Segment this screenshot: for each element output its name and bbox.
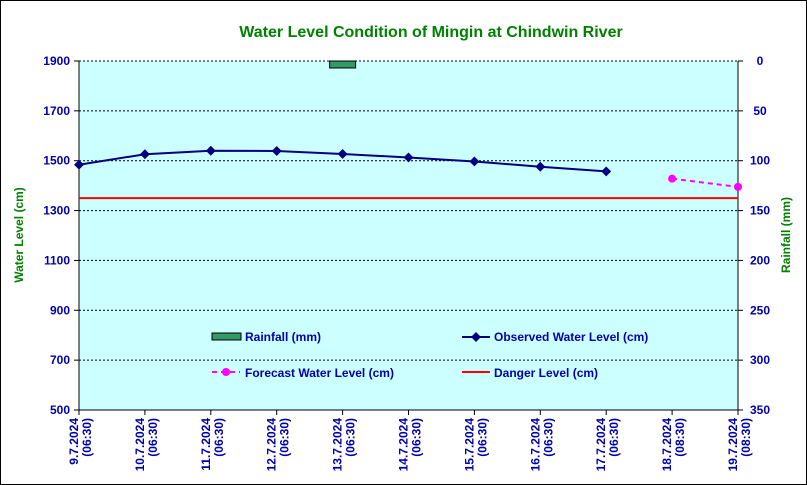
y2-tick-label: 0 — [757, 54, 764, 68]
observed-point — [337, 149, 348, 159]
forecast-point — [734, 182, 742, 191]
x-tick-label: 10.7.2024(06:30) — [133, 418, 160, 472]
x-tick-label: 12.7.2024(06:30) — [265, 418, 292, 472]
legend-danger-label: Danger Level (cm) — [494, 366, 598, 380]
y-tick-label: 1700 — [43, 104, 70, 118]
legend-observed-marker — [471, 332, 481, 342]
observed-point — [139, 149, 150, 160]
y-tick-label: 1900 — [43, 54, 70, 68]
x-tick-label: 19.7.2024(08:30) — [726, 418, 753, 472]
y-tick-label: 500 — [50, 403, 70, 417]
observed-point — [469, 156, 480, 167]
y2-tick-label: 200 — [750, 253, 770, 267]
x-tick-label: 15.7.2024(06:30) — [462, 418, 489, 472]
y2-tick-label: 50 — [753, 104, 767, 118]
y2-tick-label: 350 — [750, 403, 770, 417]
y-tick-label: 900 — [50, 303, 70, 317]
y-tick-label: 1100 — [44, 253, 70, 267]
legend-forecast-label: Forecast Water Level (cm) — [245, 366, 394, 380]
rainfall-bar — [329, 60, 357, 69]
x-tick-label: 14.7.2024(06:30) — [397, 418, 424, 472]
legend-rainfall-label: Rainfall (mm) — [245, 330, 321, 344]
x-tick-label: 18.7.2024(08:30) — [660, 418, 687, 472]
legend-rainfall-swatch — [211, 332, 242, 341]
y-tick-label: 1300 — [43, 204, 70, 218]
x-tick-label: 17.7.2024(06:30) — [594, 418, 621, 472]
y2-tick-label: 250 — [750, 303, 770, 317]
observed-point — [535, 161, 546, 172]
y-tick-label: 1500 — [43, 154, 70, 168]
forecast-point — [668, 174, 677, 183]
y2-axis-title: Rainfall (mm) — [779, 197, 793, 273]
observed-point — [271, 146, 282, 156]
y-axis-title: Water Level (cm) — [12, 187, 26, 283]
legend-observed-label: Observed Water Level (cm) — [494, 330, 648, 344]
observed-point — [601, 166, 612, 177]
chart-title: Water Level Condition of Mingin at Chind… — [239, 24, 622, 41]
observed-point — [74, 159, 84, 170]
y2-tick-label: 100 — [750, 154, 770, 168]
legend-forecast-marker — [222, 368, 230, 376]
y2-tick-label: 150 — [750, 204, 770, 218]
y2-tick-label: 300 — [750, 353, 770, 367]
x-tick-label: 13.7.2024(06:30) — [331, 418, 358, 472]
x-tick-label: 11.7.2024(06:30) — [199, 418, 226, 471]
x-tick-label: 9.7.2024(06:30) — [67, 418, 94, 465]
y-tick-label: 700 — [50, 353, 70, 367]
forecast-line — [671, 177, 739, 188]
plot-area — [79, 61, 738, 410]
observed-point — [205, 145, 216, 156]
observed-point — [403, 152, 414, 163]
x-tick-label: 16.7.2024(06:30) — [528, 418, 555, 472]
